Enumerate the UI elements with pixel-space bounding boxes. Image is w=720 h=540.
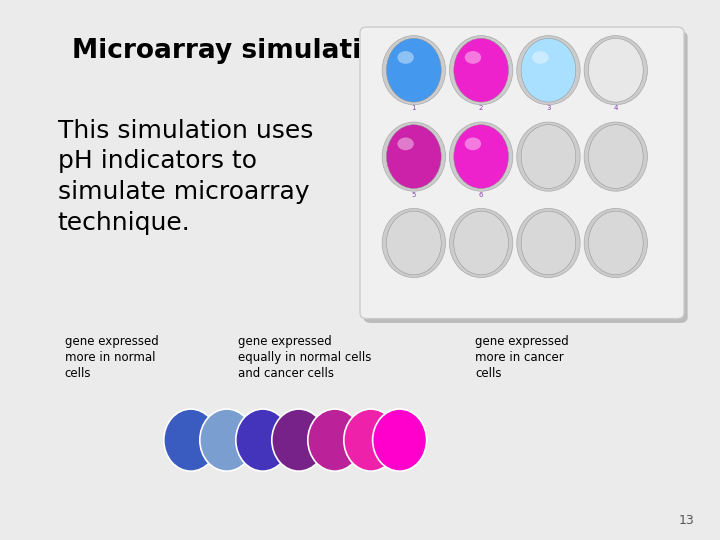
Ellipse shape [520, 236, 577, 259]
Text: 2: 2 [479, 105, 483, 111]
Ellipse shape [532, 51, 549, 64]
Ellipse shape [464, 138, 481, 150]
Text: Microarray simulation: Microarray simulation [72, 38, 398, 64]
Ellipse shape [588, 125, 643, 188]
Text: 3: 3 [546, 105, 551, 111]
Ellipse shape [236, 409, 289, 471]
Ellipse shape [397, 51, 414, 64]
Ellipse shape [449, 122, 513, 191]
Ellipse shape [200, 409, 254, 471]
FancyBboxPatch shape [364, 31, 688, 323]
Ellipse shape [584, 122, 647, 191]
Ellipse shape [454, 211, 508, 275]
Ellipse shape [521, 38, 576, 102]
Text: 13: 13 [679, 514, 695, 526]
Ellipse shape [464, 51, 481, 64]
Ellipse shape [517, 208, 580, 278]
Ellipse shape [584, 208, 647, 278]
Ellipse shape [449, 208, 513, 278]
Ellipse shape [587, 236, 644, 259]
Ellipse shape [385, 150, 443, 172]
Ellipse shape [587, 63, 644, 86]
Ellipse shape [373, 409, 426, 471]
Ellipse shape [382, 122, 446, 191]
Text: gene expressed
equally in normal cells
and cancer cells: gene expressed equally in normal cells a… [238, 335, 371, 380]
Text: gene expressed
more in normal
cells: gene expressed more in normal cells [65, 335, 158, 380]
Text: This simulation uses
pH indicators to
simulate microarray
technique.: This simulation uses pH indicators to si… [58, 119, 313, 235]
Ellipse shape [387, 211, 441, 275]
Ellipse shape [587, 150, 644, 172]
Ellipse shape [452, 63, 510, 86]
Ellipse shape [387, 38, 441, 102]
Ellipse shape [588, 211, 643, 275]
Ellipse shape [588, 38, 643, 102]
Ellipse shape [387, 125, 441, 188]
Ellipse shape [520, 150, 577, 172]
Ellipse shape [517, 36, 580, 105]
FancyBboxPatch shape [360, 27, 684, 319]
Text: 1: 1 [412, 105, 416, 111]
Text: gene expressed
more in cancer
cells: gene expressed more in cancer cells [475, 335, 569, 380]
Ellipse shape [385, 236, 443, 259]
Ellipse shape [521, 125, 576, 188]
Ellipse shape [272, 409, 325, 471]
Ellipse shape [520, 63, 577, 86]
Ellipse shape [382, 36, 446, 105]
Ellipse shape [164, 409, 218, 471]
Text: 4: 4 [613, 105, 618, 111]
Ellipse shape [521, 211, 576, 275]
Ellipse shape [382, 208, 446, 278]
Text: 6: 6 [479, 192, 483, 198]
Ellipse shape [308, 409, 362, 471]
Ellipse shape [385, 63, 443, 86]
Ellipse shape [454, 38, 508, 102]
Ellipse shape [344, 409, 397, 471]
Ellipse shape [454, 125, 508, 188]
Text: 5: 5 [412, 192, 416, 198]
Ellipse shape [449, 36, 513, 105]
Ellipse shape [584, 36, 647, 105]
Ellipse shape [452, 150, 510, 172]
Ellipse shape [397, 138, 414, 150]
Ellipse shape [452, 236, 510, 259]
Ellipse shape [517, 122, 580, 191]
